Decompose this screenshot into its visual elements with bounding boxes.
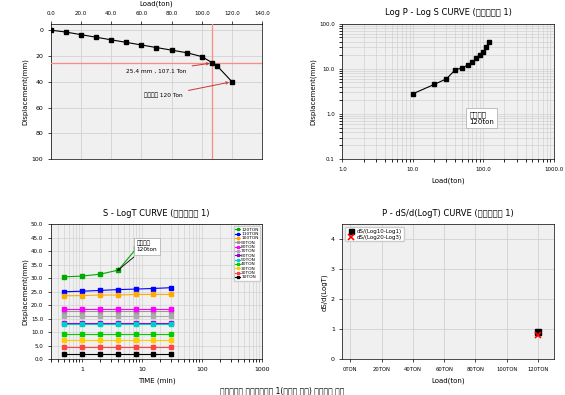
- Y-axis label: dS/d(LogT): dS/d(LogT): [321, 273, 328, 310]
- Legend: 120TON, 110TON, 100TON, 90TON, 80TON, 70TON, 60TON, 50TON, 40TON, 30TON, 20TON, : 120TON, 110TON, 100TON, 90TON, 80TON, 70…: [233, 226, 260, 281]
- Title: Log P - Log S CURVE (선단확장형 1): Log P - Log S CURVE (선단확장형 1): [385, 8, 511, 17]
- Title: S - LogT CURVE (선단확장형 1): S - LogT CURVE (선단확장형 1): [103, 209, 210, 218]
- X-axis label: Load(ton): Load(ton): [140, 0, 173, 7]
- Text: 25.4 mm , 107.1 Ton: 25.4 mm , 107.1 Ton: [127, 63, 208, 74]
- X-axis label: Load(ton): Load(ton): [431, 177, 465, 184]
- Text: 극한하중 120 Ton: 극한하중 120 Ton: [145, 82, 228, 98]
- Y-axis label: Displacement(mm): Displacement(mm): [310, 58, 316, 125]
- Legend: dS/(Log10-Log1), dS/(Log20-Log3): dS/(Log10-Log1), dS/(Log20-Log3): [345, 227, 403, 241]
- Text: 극한하중
120ton: 극한하중 120ton: [118, 241, 157, 271]
- Text: 선단확장형 마이크로파일 1(풍화암 근입) 재하시험 결과: 선단확장형 마이크로파일 1(풍화암 근입) 재하시험 결과: [220, 386, 345, 395]
- Title: P - dS/d(LogT) CURVE (선단확장형 1): P - dS/d(LogT) CURVE (선단확장형 1): [382, 209, 514, 218]
- Y-axis label: Displacement(mm): Displacement(mm): [22, 58, 29, 125]
- X-axis label: Load(ton): Load(ton): [431, 378, 465, 384]
- Text: 극한하중
120ton: 극한하중 120ton: [469, 112, 494, 125]
- Y-axis label: Displacement(mm): Displacement(mm): [21, 258, 28, 325]
- X-axis label: TIME (min): TIME (min): [138, 378, 175, 384]
